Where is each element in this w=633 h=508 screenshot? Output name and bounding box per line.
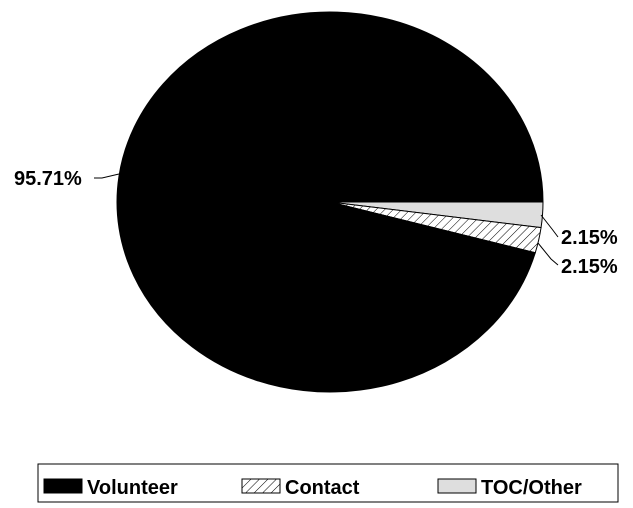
legend-label-volunteer: Volunteer	[87, 477, 178, 499]
legend: Volunteer Contact TOC/Other	[37, 463, 619, 503]
leader-line-contact	[537, 242, 559, 266]
slice-label-volunteer: 95.71%	[14, 168, 82, 190]
legend-box	[37, 463, 619, 503]
pie-slice-volunteer	[116, 11, 544, 393]
pie-slices	[116, 11, 544, 393]
legend-label-contact: Contact	[285, 477, 360, 499]
legend-swatch-volunteer	[43, 478, 83, 494]
legend-label-toc-other: TOC/Other	[481, 477, 582, 499]
legend-swatch-toc-other	[437, 478, 477, 494]
leader-lines	[94, 173, 559, 266]
slice-label-toc-other: 2.15%	[561, 227, 618, 249]
leader-line-toc	[540, 214, 559, 238]
legend-swatch-contact	[241, 478, 281, 494]
leader-line-volunteer	[94, 173, 120, 179]
slice-label-contact: 2.15%	[561, 256, 618, 278]
